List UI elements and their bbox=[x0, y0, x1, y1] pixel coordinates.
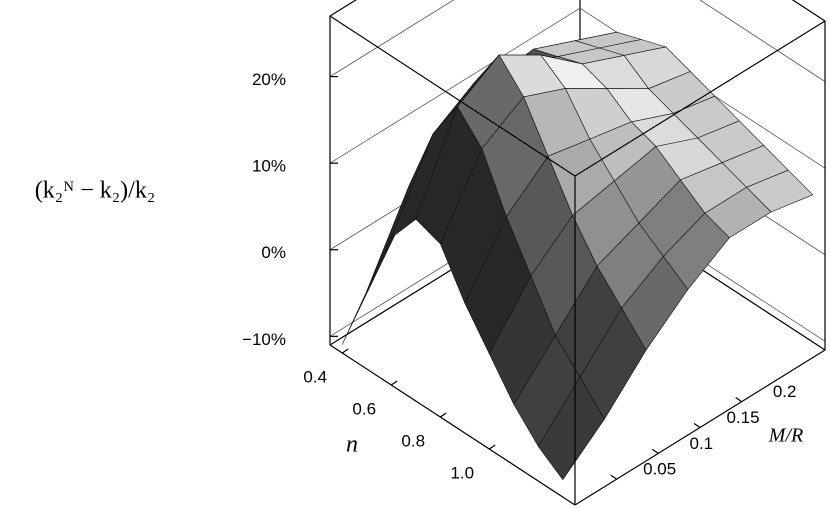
box-edge bbox=[329, 15, 576, 177]
box-edge bbox=[329, 0, 357, 17]
box-edge bbox=[574, 20, 826, 177]
z-tick-label: −10% bbox=[242, 330, 286, 349]
box-edge bbox=[329, 344, 576, 506]
y-tick bbox=[652, 448, 659, 454]
grid-line bbox=[699, 0, 826, 82]
grid-line bbox=[329, 7, 581, 164]
x-tick bbox=[390, 380, 398, 386]
box-edge bbox=[791, 0, 826, 22]
y-tick bbox=[735, 397, 742, 403]
z-axis-label: (k₂ᴺ − k₂)/k₂ bbox=[35, 178, 155, 204]
z-tick-label: 20% bbox=[252, 70, 286, 89]
z-tick-label: 0% bbox=[261, 243, 286, 262]
x-tick-label: 0.6 bbox=[352, 399, 376, 418]
z-tick-label: 10% bbox=[252, 157, 286, 176]
y-axis-label: M/R bbox=[768, 425, 803, 447]
surface-patch bbox=[341, 187, 409, 345]
y-tick-label: 0.05 bbox=[643, 460, 676, 479]
x-tick-label: 0.4 bbox=[303, 367, 327, 386]
x-axis-label: n bbox=[346, 432, 358, 458]
y-tick-label: 0.1 bbox=[690, 434, 714, 453]
x-tick-label: 0.8 bbox=[401, 431, 425, 450]
surface-patch bbox=[537, 376, 605, 481]
y-tick bbox=[610, 474, 617, 480]
y-tick bbox=[693, 423, 701, 428]
x-tick bbox=[488, 444, 496, 450]
x-tick bbox=[341, 348, 349, 354]
grid-line bbox=[329, 0, 455, 77]
y-tick-label: 0.15 bbox=[726, 408, 759, 427]
y-tick-label: 0.2 bbox=[773, 382, 797, 401]
x-tick-label: 1.0 bbox=[450, 463, 474, 482]
x-tick bbox=[439, 412, 447, 418]
